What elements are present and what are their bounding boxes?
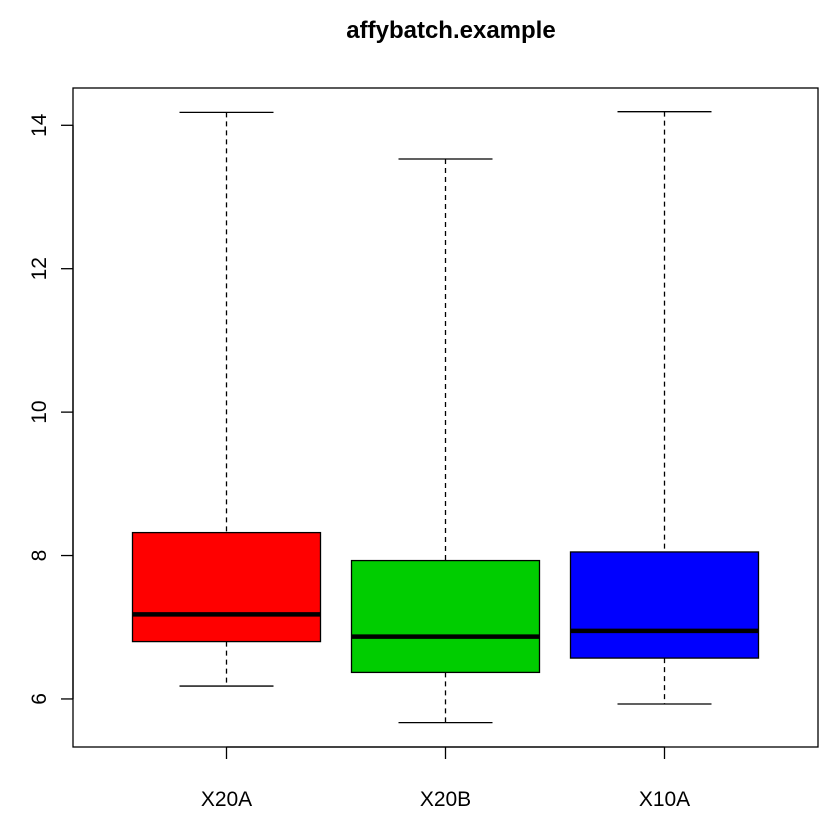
x-tick-label: X20A	[201, 788, 252, 811]
x-tick-label: X20B	[420, 788, 471, 811]
y-tick-label: 14	[28, 113, 51, 137]
box-x20a	[131, 111, 322, 687]
y-tick-label: 10	[28, 400, 51, 423]
iqr-box	[569, 551, 760, 659]
x-tick-label: X10A	[639, 788, 690, 811]
y-tick-label: 6	[28, 693, 51, 705]
box-x10a	[569, 111, 760, 705]
y-tick-label: 12	[28, 257, 51, 280]
iqr-box	[131, 531, 322, 643]
chart-title: affybatch.example	[346, 17, 555, 44]
y-tick-label: 8	[28, 550, 51, 562]
box-x20b	[350, 158, 541, 724]
iqr-box	[350, 559, 541, 674]
